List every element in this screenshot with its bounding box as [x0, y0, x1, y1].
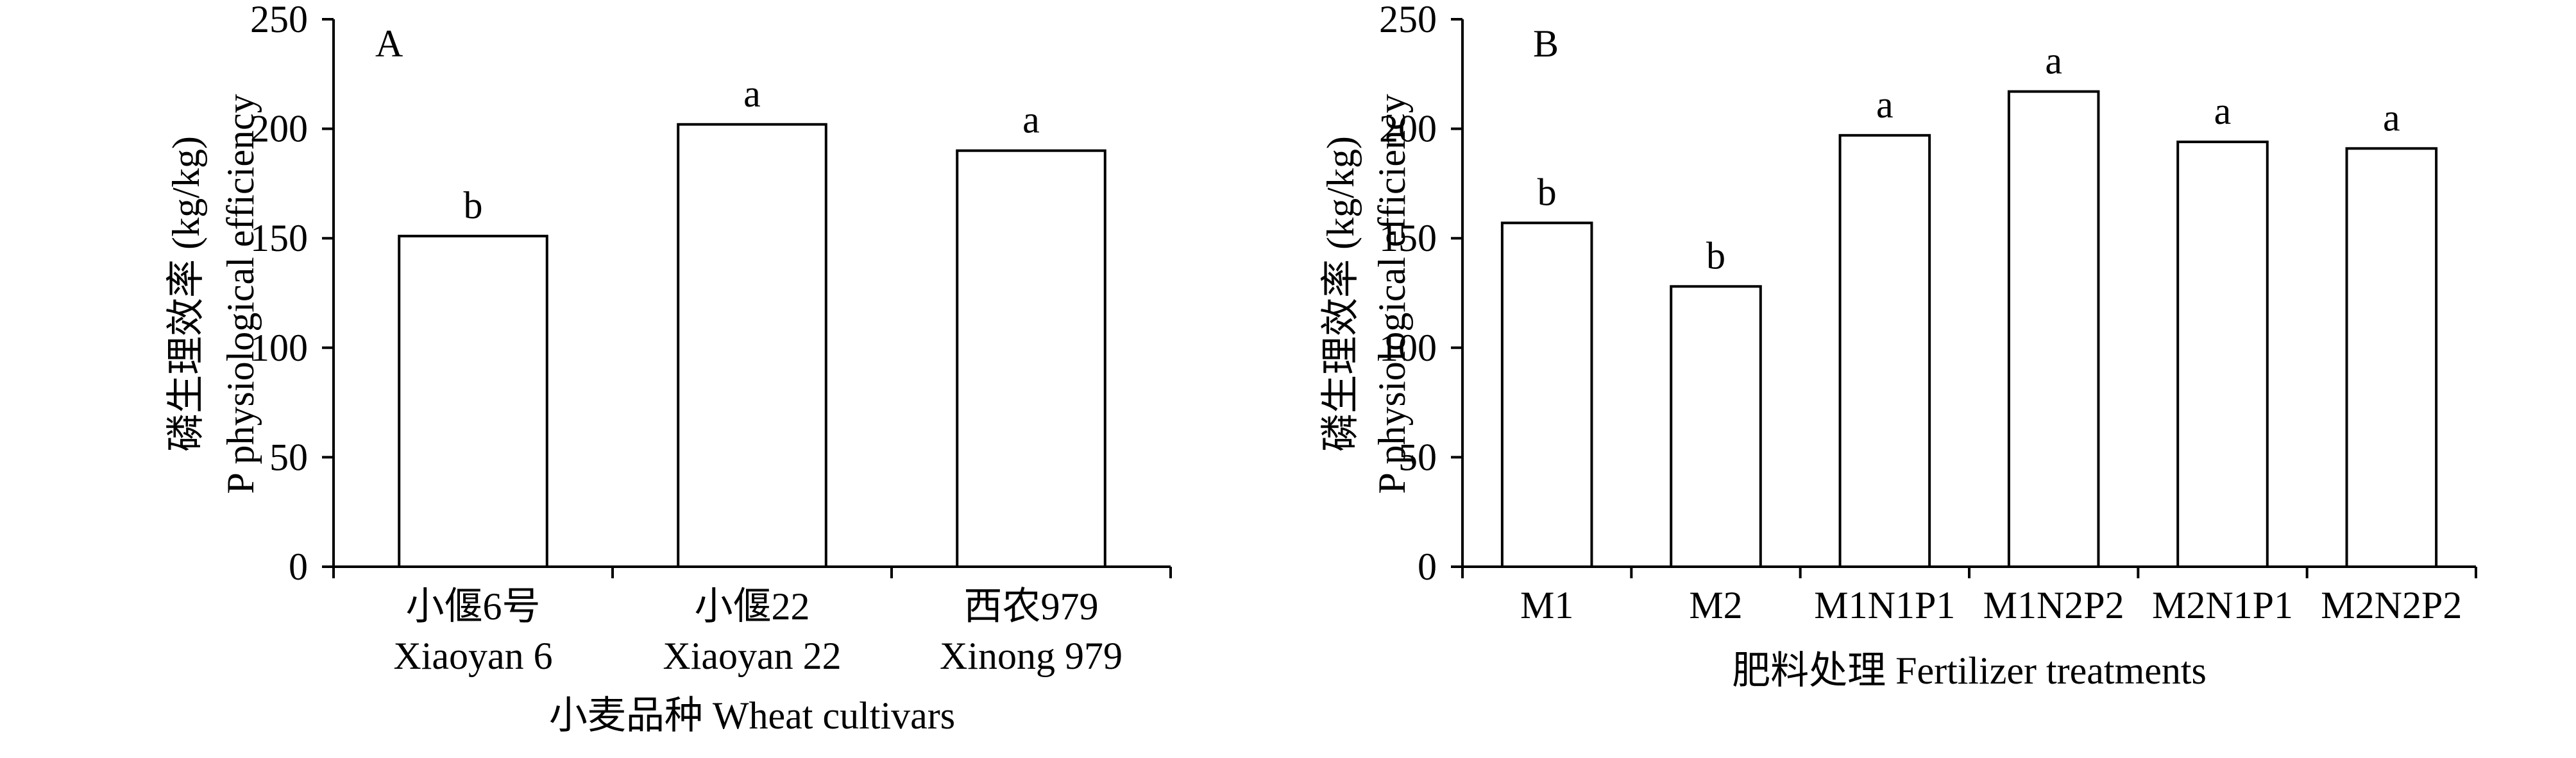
chart-a-significance-label: b [464, 184, 483, 227]
chart-a-y-tick-label: 200 [250, 108, 308, 150]
chart-b-category-label: M1N2P2 [1983, 584, 2124, 626]
chart-a-x-axis-title: 小麦品种 Wheat cultivars [549, 694, 955, 737]
chart-b-bar [2345, 147, 2438, 569]
chart-a-bar [956, 149, 1106, 569]
chart-b-y-tick-label: 0 [1418, 546, 1437, 588]
chart-b-bar [1500, 221, 1593, 569]
chart-b-significance-label: a [1876, 83, 1894, 126]
chart-b-y-tick-label: 150 [1379, 217, 1437, 259]
chart-b-bar [1838, 134, 1931, 568]
chart-a-y-axis-title: P physiological efficiency [219, 94, 262, 494]
chart-b-significance-label: b [1538, 171, 1557, 213]
chart-a-category-label: Xinong 979 [940, 635, 1123, 677]
chart-a-category-label: Xiaoyan 6 [393, 635, 552, 677]
chart-a-y-tick-label: 150 [250, 217, 308, 259]
chart-b-y-tick-label: 50 [1398, 436, 1437, 478]
chart-b-category-label: M1N1P1 [1814, 584, 1955, 626]
chart-b-panel-label: B [1533, 22, 1559, 65]
chart-b-bar [1670, 285, 1762, 568]
chart-b-category-label: M2N1P1 [2152, 584, 2293, 626]
chart-b-category-label: M2N2P2 [2321, 584, 2462, 626]
chart-a-y-tick-label: 50 [269, 436, 308, 478]
chart-b-y-axis-title: 磷生理效率 (kg/kg) [1319, 136, 1362, 452]
chart-a-y-tick-label: 0 [289, 546, 308, 588]
chart-b-bar [2007, 90, 2100, 568]
chart-a-category-label: Xiaoyan 22 [663, 635, 841, 677]
chart-b-y-tick-label: 250 [1379, 0, 1437, 40]
chart-a-category-label: 西农979 [964, 585, 1099, 628]
chart-a-panel-label: A [375, 22, 403, 65]
chart-a-category-label: 小偃6号 [406, 585, 541, 628]
chart-b-category-label: M1 [1520, 584, 1573, 626]
chart-b-significance-label: b [1706, 234, 1725, 277]
chart-b-y-axis-title: P physiological efficiency [1371, 94, 1413, 494]
chart-a-category-label: 小偃22 [695, 585, 810, 628]
chart-b-significance-label: a [2383, 96, 2400, 139]
chart-b-bar [2176, 141, 2269, 568]
chart-a-y-axis-title: 磷生理效率 (kg/kg) [165, 136, 207, 452]
chart-b-category-label: M2 [1689, 584, 1742, 626]
chart-a-y-tick-label: 100 [250, 327, 308, 369]
chart-a-significance-label: a [1022, 99, 1040, 141]
chart-b-significance-label: a [2045, 40, 2062, 82]
chart-a-y-tick-label: 250 [250, 0, 308, 40]
chart-a-bar [398, 234, 548, 568]
chart-b-y-tick-label: 100 [1379, 327, 1437, 369]
chart-b-significance-label: a [2214, 90, 2232, 132]
chart-b-x-axis-title: 肥料处理 Fertilizer treatments [1732, 650, 2207, 692]
chart-a-significance-label: a [743, 73, 761, 115]
chart-a-bar [677, 123, 827, 568]
chart-b-y-tick-label: 200 [1379, 108, 1437, 150]
